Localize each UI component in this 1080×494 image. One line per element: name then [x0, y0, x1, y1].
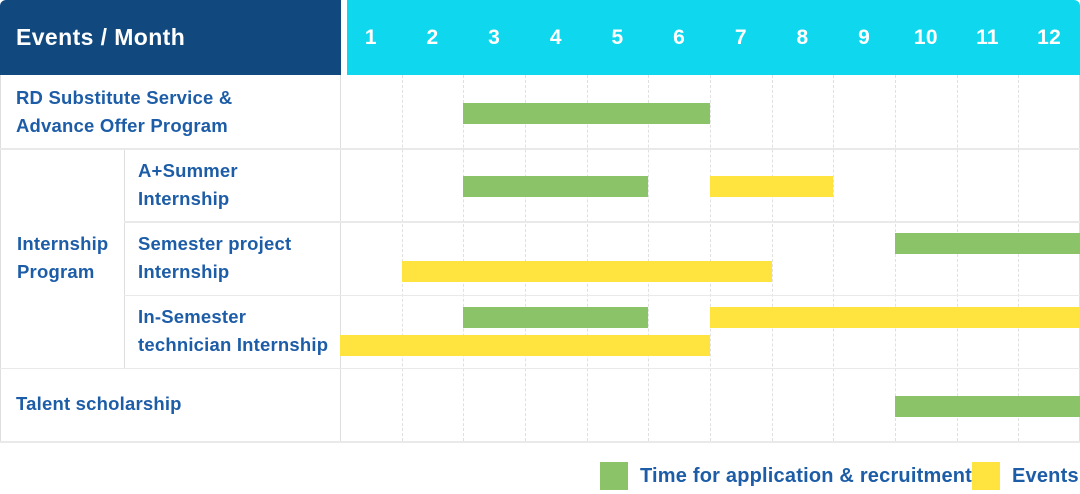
page-title: Events / Month: [16, 24, 186, 50]
gantt-bar-events: [401, 261, 772, 283]
row-label-line: Advance Offer Program: [16, 114, 228, 136]
row-label-line: Semester project: [138, 232, 292, 254]
legend-item-recruitment: Time for application & recruitment: [600, 462, 972, 490]
gantt-bar-recruitment: [463, 103, 710, 124]
label-chart-divider: [340, 75, 341, 441]
month-header-8: 8: [796, 25, 809, 49]
table-left-border: [0, 75, 1, 441]
gantt-bar-events: [340, 334, 710, 356]
row-label-line: Internship: [138, 260, 230, 282]
row-label-line: A+Summer: [138, 159, 238, 181]
month-gridline: [525, 75, 526, 441]
row-label-3: Semester project Internship: [124, 221, 338, 294]
month-gridline: [833, 75, 835, 441]
month-gridline: [648, 75, 650, 441]
row-label-1: RD Substitute Service & Advance Offer Pro…: [0, 75, 340, 148]
gantt-bar-events: [710, 176, 834, 198]
month-header-12: 12: [1037, 25, 1062, 49]
gantt-bar-recruitment: [463, 176, 649, 198]
gantt-bar-events: [710, 306, 1080, 328]
legend-swatch-events: [972, 462, 1000, 490]
month-header-band: [347, 0, 1080, 75]
row-separator: [0, 441, 1080, 443]
row-label-line: technician Internship: [138, 334, 329, 356]
row-label-2: A+Summer Internship: [124, 148, 338, 221]
month-gridline: [956, 75, 958, 441]
row-label-line: In-Semester: [138, 306, 247, 328]
legend-swatch-recruitment: [600, 462, 628, 490]
month-gridline: [586, 75, 588, 441]
gantt-bar-recruitment: [895, 395, 1080, 417]
month-header-6: 6: [673, 25, 686, 49]
row-group-label-line: Internship: [17, 232, 109, 254]
header-title-cell: Events / Month: [0, 0, 341, 75]
month-gridline: [895, 75, 896, 441]
gantt-bar-recruitment: [895, 233, 1080, 255]
month-header-4: 4: [549, 25, 562, 49]
month-header-1: 1: [364, 25, 377, 49]
month-header-2: 2: [426, 25, 439, 49]
month-gridline: [401, 75, 403, 441]
month-header-9: 9: [858, 25, 871, 49]
row-label-line: RD Substitute Service &: [16, 86, 233, 108]
row-group-label: Internship Program: [0, 148, 124, 368]
month-gridline: [710, 75, 711, 441]
row-separator: [0, 148, 1080, 150]
month-header-7: 7: [734, 25, 747, 49]
row-group-label-line: Program: [17, 260, 95, 282]
month-gridline: [1018, 75, 1020, 441]
month-gridline: [463, 75, 465, 441]
month-header-5: 5: [611, 25, 624, 49]
legend-label-recruitment: Time for application & recruitment: [640, 464, 973, 487]
group-sublabel-divider: [124, 148, 125, 368]
row-label-line: Internship: [138, 187, 230, 209]
month-header-3: 3: [488, 25, 501, 49]
row-label-4: In-Semester technician Internship: [124, 295, 338, 368]
row-separator: [124, 221, 1080, 223]
row-label-line: Talent scholarship: [16, 393, 182, 415]
row-separator: [0, 367, 1080, 370]
row-separator: [124, 294, 1080, 297]
legend-item-events: Events: [972, 462, 1079, 490]
month-header-11: 11: [976, 25, 999, 49]
month-gridline: [771, 75, 773, 441]
legend-label-events: Events: [1012, 464, 1079, 487]
month-header-10: 10: [913, 25, 938, 49]
row-label-5: Talent scholarship: [0, 368, 340, 441]
gantt-bar-recruitment: [463, 306, 649, 328]
